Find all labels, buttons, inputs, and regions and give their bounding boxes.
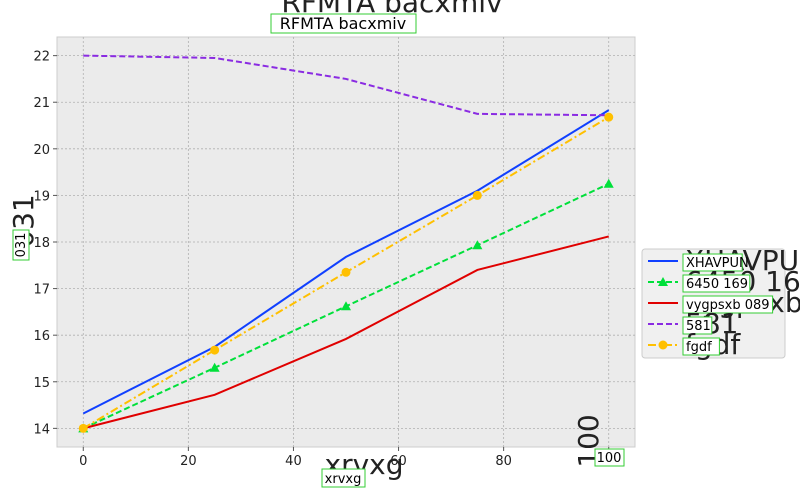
- data-point: [472, 240, 483, 250]
- x-axis-label: xrvxg: [325, 472, 362, 487]
- y-tick-label: 19: [33, 189, 50, 204]
- legend-label: 581: [686, 319, 711, 334]
- y-tick-label: 20: [33, 143, 50, 158]
- series-line: [83, 235, 609, 430]
- legend-label-box: [682, 316, 713, 335]
- series-line: [82, 109, 610, 415]
- legend-label-box: [682, 337, 720, 356]
- legend-entry: XHAVPUNXHAVPUN: [648, 244, 800, 277]
- data-point: [78, 423, 88, 433]
- series-layer: [78, 54, 614, 433]
- legend-label: vygpsxb 089: [686, 298, 770, 313]
- x-tick-label: 0: [79, 454, 87, 469]
- data-point: [341, 267, 351, 277]
- legend-entry: 581581: [648, 307, 738, 340]
- x-corner-label: 100: [597, 451, 622, 466]
- x-corner-label-box: [594, 448, 625, 467]
- data-point: [209, 362, 220, 372]
- y-axis-label: 031: [14, 233, 29, 258]
- y-axis-label-box: [12, 229, 30, 261]
- legend-label: XHAVPUN: [686, 256, 749, 271]
- x-tick-label: 80: [495, 454, 512, 469]
- y-tick-label: 15: [33, 376, 50, 391]
- series-1: [82, 109, 610, 415]
- legend-label-box: [682, 295, 774, 314]
- axes: 0 20 40 60 80 100 14 15 16 17 18 19 20 21 22: [33, 50, 621, 469]
- x-axis-label-box: [321, 468, 366, 488]
- x-tick-label: 40: [285, 454, 302, 469]
- series-5: [78, 112, 614, 433]
- chart-title-box: [270, 13, 417, 34]
- y-tick-label: 21: [33, 96, 50, 111]
- chart-title: RFMTA bacxmiv: [280, 14, 406, 33]
- legend-label: 6450 169: [686, 277, 748, 292]
- series-4: [83, 54, 609, 117]
- legend-entry: 6450 1696450 169: [648, 265, 800, 298]
- data-point: [472, 190, 482, 200]
- data-point: [210, 345, 220, 355]
- y-tick-label: 22: [33, 50, 50, 65]
- legend-marker: [658, 340, 668, 350]
- y-tick-label: 18: [33, 236, 50, 251]
- data-point: [604, 112, 614, 122]
- y-tick-label: 16: [33, 329, 50, 344]
- legend-marker: [658, 277, 668, 286]
- series-3: [83, 235, 609, 430]
- legend-label-box: [682, 274, 751, 293]
- legend-entry: fgdffgdf: [648, 328, 741, 361]
- y-tick-label: 17: [33, 283, 50, 298]
- x-tick-label: 60: [390, 454, 407, 469]
- legend-label: fgdf: [686, 340, 712, 355]
- series-line: [83, 54, 609, 117]
- grid: [57, 37, 635, 447]
- x-tick-label: 20: [180, 454, 197, 469]
- data-point: [341, 301, 351, 311]
- y-tick-label: 14: [33, 422, 50, 437]
- legend-entry: vygpsxb 089vygpsxb 089: [648, 286, 800, 319]
- legend-label-box: [682, 253, 743, 272]
- data-point: [603, 178, 614, 188]
